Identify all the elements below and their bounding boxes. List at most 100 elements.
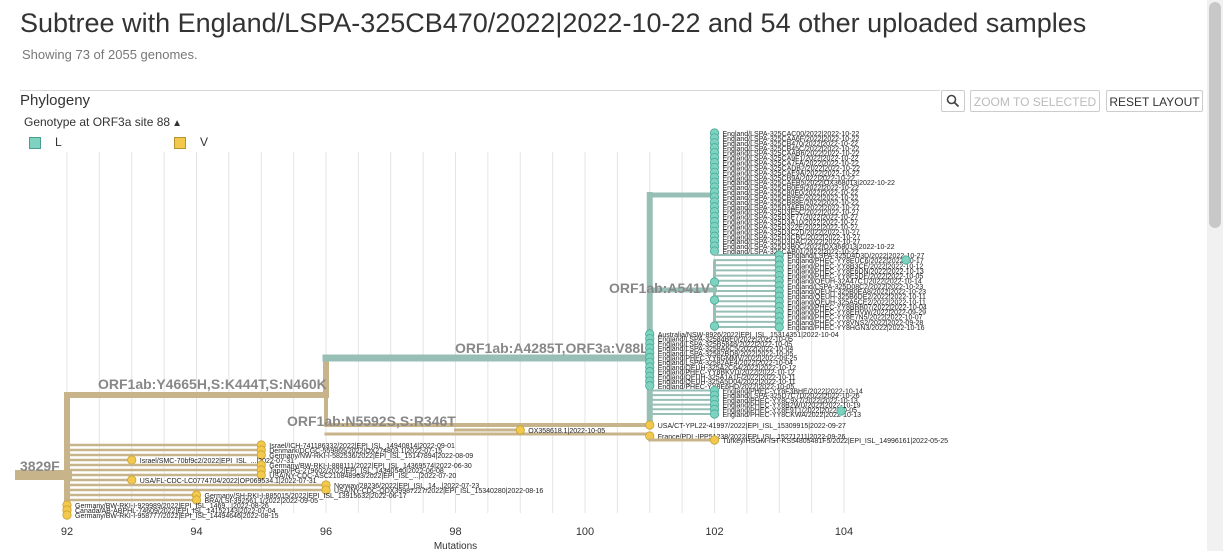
reset-layout-button[interactable]: RESET LAYOUT xyxy=(1106,90,1203,112)
tip-label: Germany/BW-RKI-I-929989/2022|EPI_ISL_146… xyxy=(75,503,269,510)
scrollbar-thumb[interactable] xyxy=(1209,2,1221,228)
tip-label: USA/NY-CDC-ASC210848963/2022|EPI_ISL_...… xyxy=(269,473,456,480)
branch-label: ORF1ab:A541V xyxy=(609,280,711,296)
tip-label: England/PHEC-YY8E9T1/2022|2022-10-05 xyxy=(723,407,858,414)
legend-item-l[interactable]: L xyxy=(29,135,62,149)
tip-label: England/LSPA-325CAB01/2022|2022-10-22 xyxy=(723,249,859,256)
tip-label: England/LSPA-325CAA6F/2022|2022-10-22 xyxy=(723,136,860,143)
tip-node xyxy=(515,425,525,435)
zoom-to-selected-button[interactable]: ZOOM TO SELECTED xyxy=(970,90,1100,112)
tip-label: England/LSPA-325CB88E/2022|2022-10-22 xyxy=(723,200,859,207)
tip-label: Turkey/HSGM-IST-KS54805481F5/2022|EPI_IS… xyxy=(723,438,949,445)
branch-label: ORF1ab:N5592S,S:R346T xyxy=(287,413,456,429)
tip-node xyxy=(901,255,911,265)
legend-title-text: Genotype at ORF3a site 88 xyxy=(24,115,171,129)
tip-label: England/PHEC-YY8E7N5/2022|2022-10-07 xyxy=(787,315,922,322)
tip-node xyxy=(836,406,846,416)
tip-label: England/LSPA-325CB9A/2022|2022-10-22 xyxy=(723,175,856,182)
tip-label: England/LSPA-325CB99F/2022|2022-10-22 xyxy=(723,195,859,202)
tip-node xyxy=(62,510,72,520)
tip-label: England/LSPA-325CA9F1/2022|2022-10-22 xyxy=(723,156,859,163)
tip-label: Israel/SMC-70bf9c2/2022|EPI_ISL_...|2022… xyxy=(140,458,294,465)
legend-label: V xyxy=(200,135,209,149)
tip-node xyxy=(709,409,720,419)
tip-label: England/QEUH-325A5CE2/2022|2022-10-11 xyxy=(787,299,926,306)
tip-node xyxy=(709,321,720,331)
x-tick-label: 94 xyxy=(190,526,202,538)
legend-swatch xyxy=(174,136,186,149)
tip-label: England/LSPA-325D3CBC/2022|2022-10-27 xyxy=(723,234,861,241)
tip-label: England/LSPA-325CB470/2022|2022-10-22 xyxy=(723,141,859,148)
tip-label: England/QEUH-32A47C1/2022|2022-10-14 xyxy=(787,279,922,286)
tip-label: England/PHEC-YY8HGN3/2022|2022-10-16 xyxy=(787,325,924,332)
x-tick-label: 102 xyxy=(705,526,723,538)
branch-label: ORF1ab:Y4665H,S:K444T,S:N460K xyxy=(98,376,327,392)
tip-label: Norway/28236/2022|EPI_ISL_14...|2022-07-… xyxy=(334,483,479,490)
tip-label: England/LSPA-32582BD8/2022|2022-10-05 xyxy=(658,351,794,358)
search-button[interactable] xyxy=(941,90,965,112)
legend-label: L xyxy=(55,135,62,149)
tip-label: England/LSPA-325CAEB5/2022|OX368013|2022… xyxy=(723,180,896,187)
branch-label: 3829F xyxy=(20,458,60,474)
tip-label: England/LSPA-325D3E5C/2022|2022-10-27 xyxy=(723,210,860,217)
tip-label: England/LSPA-325D3C2D/2022|2022-10-27 xyxy=(723,229,860,236)
tip-label: England/LSPA-325D4D3D/2022|2022-10-27 xyxy=(787,253,924,260)
tip-label: England/LSPA-325D08C2/2022|2022-10-23 xyxy=(787,284,923,291)
tip-label: England/PHEC-YY8BBB07/2022|2022-10-04 xyxy=(787,304,927,311)
x-tick-label: 104 xyxy=(835,526,853,538)
tip-label: USA/FL-CDC-LC0774704/2022|OP069534.1|202… xyxy=(140,478,317,485)
genome-count: Showing 73 of 2055 genomes. xyxy=(22,47,198,62)
tip-label: England/LSPA-325CA7FA/2022|2022-10-22 xyxy=(723,161,859,168)
tip-label: England/QEUH-325A2C64/2022|2022-10-12 xyxy=(658,365,797,372)
tip-node xyxy=(321,485,331,495)
tip-node xyxy=(709,295,720,305)
tip-label: England/LSPA-32584BE0/2022|2022-10-05 xyxy=(658,337,793,344)
tip-label: England/PHEC-YY8F3BHE/2022|2022-10-14 xyxy=(723,388,863,395)
x-tick-label: 98 xyxy=(449,526,461,538)
tip-label: France/PDL-IPP51238/2022|EPI_ISL_1527121… xyxy=(658,434,846,441)
panel-title: Phylogeny xyxy=(20,92,91,109)
x-tick-label: 96 xyxy=(320,526,332,538)
tip-label: England/LSPA-325D3AEB/2022|2022-10-27 xyxy=(723,205,860,212)
tip-label: England/PHEC-YY6GMMV/2022|2022-09-25 xyxy=(658,356,798,363)
tip-label: BRA/LSI-392561.1/2022|2022-09-05 xyxy=(205,498,319,505)
tip-node xyxy=(127,455,137,465)
tip-label: Germany/SH-RKI-I-885015/2022|EPI_ISL_139… xyxy=(205,493,407,500)
tip-label: England/LSPA-3258A6C5/2022|2022-10-04 xyxy=(658,346,794,353)
tip-label: England/LSPA-325C80E0/2022|2022-10-22 xyxy=(723,190,859,197)
tip-label: England/LSPA-32582AE4/2022|2022-10-04 xyxy=(658,360,793,367)
page-title: Subtree with England/LSPA-325CB470/2022|… xyxy=(20,8,1087,38)
tip-label: England/PHEC-YY8C9X7/2022|2022-10-13 xyxy=(723,398,858,405)
tip-label: England/QEUH-325B6DE2/2022|2022-10-11 xyxy=(787,294,926,301)
legend-swatch xyxy=(29,136,41,149)
tip-label: England/PHEC-YY8E5DE/2022|2022-10-05 xyxy=(787,274,923,281)
x-tick-label: 92 xyxy=(61,526,73,538)
tip-label: England/PHEC-YY8E6DN/2022|2022-10-13 xyxy=(787,268,924,275)
tip-label: Denmark/DCGC-559865/2022|OX274803.1|2022… xyxy=(269,448,442,455)
tip-label: England/LSPA-325CB0E9/2022|2022-10-22 xyxy=(723,185,859,192)
tip-label: England/LSPA-325D3A10/2022|2022-10-27 xyxy=(723,220,859,227)
legend-item-v[interactable]: V xyxy=(174,135,208,149)
tip-label: England/QEUH-325A5D04/2022|2022-10-11 xyxy=(658,379,796,386)
tip-node xyxy=(645,381,655,391)
tip-label: Germany/BW-RKI-I-888111/2022|EPI_ISL_143… xyxy=(269,463,472,470)
tip-label: England/PHEC-YY8B2WD/2022|2022-10-19 xyxy=(723,403,861,410)
tip-label: England/LSPA-325D3DAC/2022|2022-10-27 xyxy=(723,239,861,246)
tip-label: USA/NY-CDC-QDX39987227/2022|EPI_ISL_1534… xyxy=(334,488,543,495)
tip-label: England/LSPA-325CADB2/2022|2022-10-22 xyxy=(723,165,861,172)
divider xyxy=(20,90,940,91)
tip-label: England/LSPA-325B5848/2022|2022-10-05 xyxy=(658,341,793,348)
legend-title[interactable]: Genotype at ORF3a site 88 ▲ xyxy=(24,115,182,129)
tip-label: England/PHEC-YY8B3CE/2022|2022-10-12 xyxy=(787,263,923,270)
tip-label: England/QEUH-325B0EA8/2022|2022-10-23 xyxy=(787,289,926,296)
tip-label: Australia/NSW-8926/2022|EPI_ISL_15314351… xyxy=(658,332,839,339)
tip-node xyxy=(127,475,137,485)
chevron-up-icon[interactable]: ▲ xyxy=(172,118,182,129)
tip-label: England/LSPA-325D322E/2022|2022-10-27 xyxy=(723,224,859,231)
branch-label: ORF1ab:A4285T,ORF3a:V88L xyxy=(455,340,649,356)
tip-label: England/PHEC-YY8BKVD/2022|2022-10-12 xyxy=(658,370,795,377)
tip-label: England/PHEC-YY8EHVW/2022|2022-09-29 xyxy=(787,310,926,317)
tip-node xyxy=(709,277,720,287)
tip-label: England/LSPA-325D3B0C/2022|OX368013|2022… xyxy=(723,244,895,251)
